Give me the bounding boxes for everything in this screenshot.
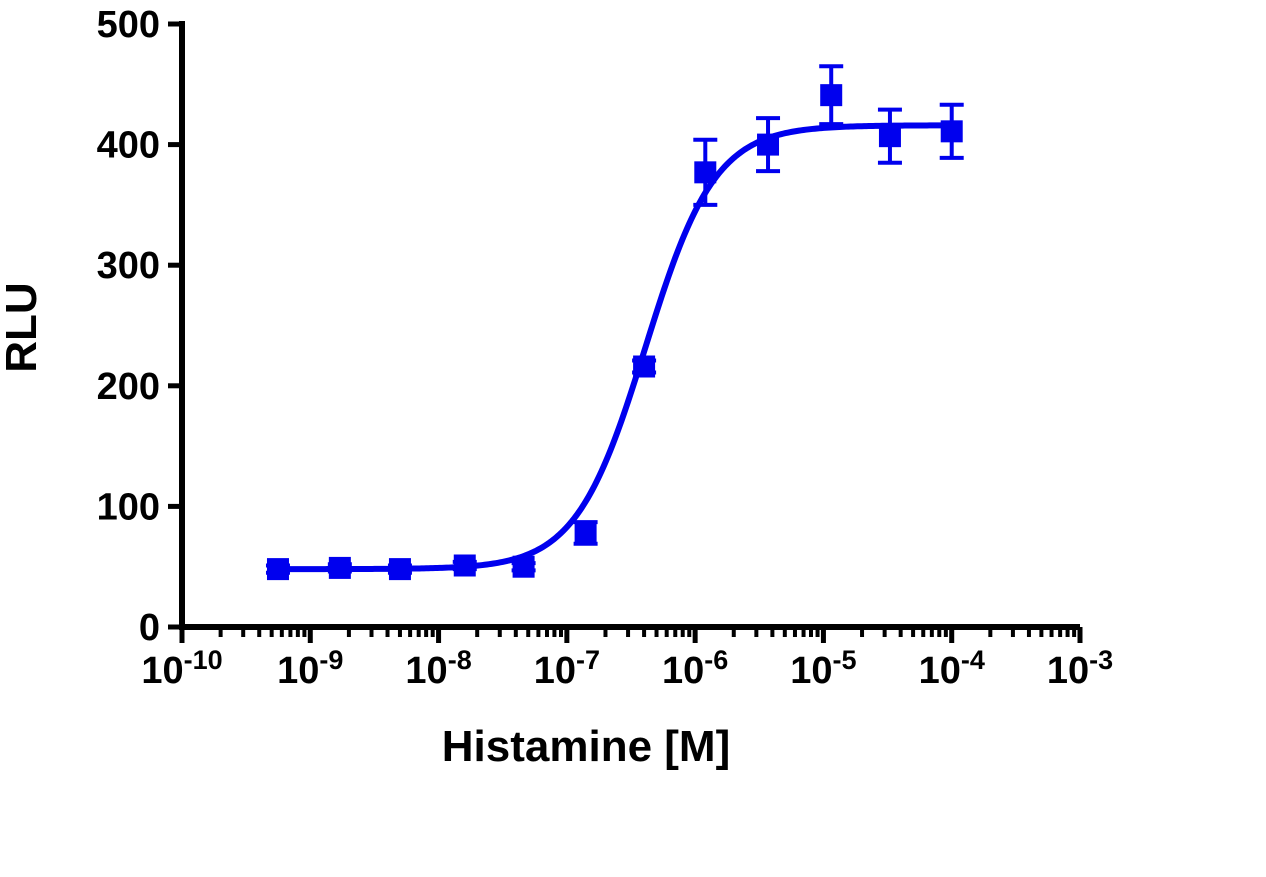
- y-tick-label: 400: [97, 125, 160, 167]
- data-point: [694, 161, 717, 184]
- data-point: [453, 554, 476, 577]
- x-axis-title: Histamine [M]: [442, 722, 730, 771]
- data-point: [388, 558, 411, 581]
- x-tick-label: 10-7: [534, 645, 600, 692]
- plot-series: [265, 64, 964, 581]
- y-tick-label: 0: [139, 607, 160, 649]
- x-tick-label: 10-8: [405, 645, 471, 692]
- x-tick-label: 10-5: [790, 645, 856, 692]
- x-tick-label: 10-4: [919, 645, 985, 692]
- data-point: [266, 558, 289, 581]
- y-tick-label: 200: [97, 366, 160, 408]
- y-tick-label: 500: [97, 4, 160, 46]
- data-point: [633, 355, 656, 378]
- x-tick-label: 10-3: [1047, 645, 1113, 692]
- y-tick-label: 100: [97, 486, 160, 528]
- y-axis-ticks: 0 100 200 300 400 500: [97, 4, 182, 649]
- data-point: [878, 125, 901, 148]
- y-tick-label: 300: [97, 245, 160, 287]
- data-point: [328, 556, 351, 579]
- x-axis-ticks: 10-10 10-9 10-8 10-7 10-6 10-5 10-4 10-3: [141, 627, 1113, 692]
- x-tick-label: 10-9: [277, 645, 343, 692]
- data-point: [574, 521, 597, 544]
- fit-curve: [277, 122, 952, 573]
- data-point: [820, 84, 843, 107]
- data-point: [940, 120, 963, 143]
- x-tick-label: 10-6: [662, 645, 728, 692]
- data-point: [757, 133, 780, 156]
- axes: [179, 21, 1080, 630]
- y-axis-title: RLU: [0, 282, 46, 372]
- x-tick-label: 10-10: [141, 645, 222, 692]
- data-point: [512, 555, 535, 578]
